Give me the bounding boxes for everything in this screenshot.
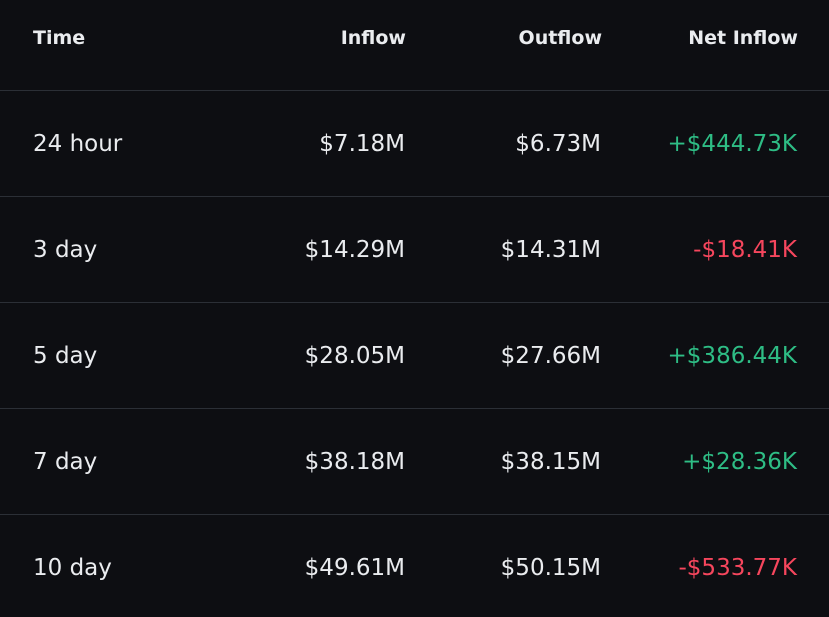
table-row: 10 day $49.61M $50.15M -$533.77K — [0, 515, 829, 617]
header-outflow[interactable]: Outflow — [518, 27, 602, 49]
row-net-inflow: +$444.73K — [667, 131, 797, 157]
divider — [15, 196, 829, 197]
row-time: 24 hour — [33, 131, 123, 157]
row-inflow: $49.61M — [304, 555, 405, 581]
row-outflow: $38.15M — [500, 449, 601, 475]
header-time[interactable]: Time — [33, 27, 86, 49]
header-net-inflow[interactable]: Net Inflow — [688, 27, 798, 49]
row-time: 3 day — [33, 237, 98, 263]
row-net-inflow: +$28.36K — [682, 449, 797, 475]
divider — [15, 90, 829, 91]
row-inflow: $28.05M — [304, 343, 405, 369]
row-inflow: $7.18M — [319, 131, 405, 157]
row-outflow: $50.15M — [500, 555, 601, 581]
table-row: 24 hour $7.18M $6.73M +$444.73K — [0, 91, 829, 197]
row-outflow: $14.31M — [500, 237, 601, 263]
table-row: 3 day $14.29M $14.31M -$18.41K — [0, 197, 829, 303]
table-row: 7 day $38.18M $38.15M +$28.36K — [0, 409, 829, 515]
header-inflow[interactable]: Inflow — [340, 27, 406, 49]
row-time: 7 day — [33, 449, 98, 475]
table-header: Time Inflow Outflow Net Inflow — [0, 0, 829, 91]
divider — [15, 302, 829, 303]
row-outflow: $27.66M — [500, 343, 601, 369]
row-net-inflow: +$386.44K — [667, 343, 797, 369]
row-inflow: $14.29M — [304, 237, 405, 263]
row-net-inflow: -$533.77K — [678, 555, 798, 581]
divider — [15, 514, 829, 515]
row-time: 5 day — [33, 343, 98, 369]
row-outflow: $6.73M — [515, 131, 601, 157]
table-row: 5 day $28.05M $27.66M +$386.44K — [0, 303, 829, 409]
row-time: 10 day — [33, 555, 112, 581]
row-net-inflow: -$18.41K — [693, 237, 797, 263]
divider — [15, 408, 829, 409]
row-inflow: $38.18M — [304, 449, 405, 475]
